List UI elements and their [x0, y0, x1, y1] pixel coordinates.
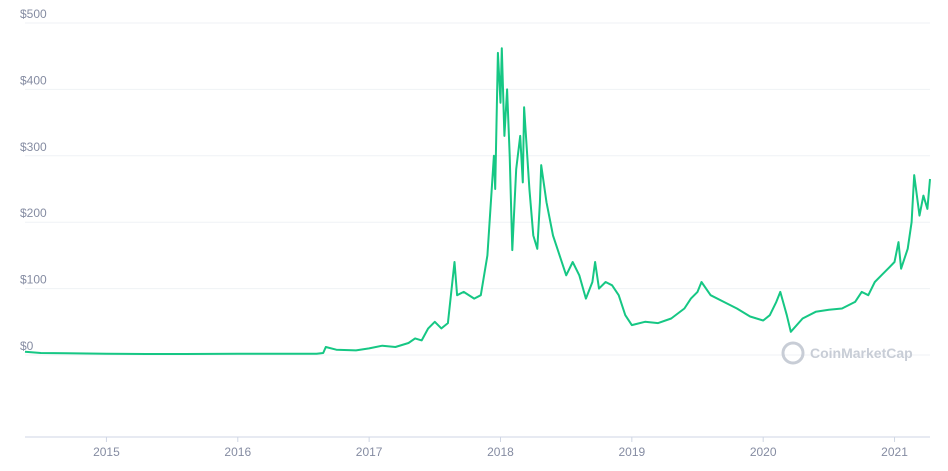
- x-tick-label: 2018: [487, 445, 514, 459]
- price-line: [24, 47, 931, 355]
- y-tick-label: $400: [20, 73, 47, 87]
- y-tick-label: $100: [20, 273, 47, 287]
- x-tick-label: 2019: [618, 445, 645, 459]
- y-tick-label: $200: [20, 206, 47, 220]
- x-tick-label: 2015: [93, 445, 120, 459]
- x-tick-label: 2021: [881, 445, 908, 459]
- x-tick-label: 2017: [356, 445, 383, 459]
- watermark: CoinMarketCap: [781, 341, 913, 365]
- x-tick-label: 2020: [750, 445, 777, 459]
- x-tick-label: 2016: [224, 445, 251, 459]
- y-tick-label: $500: [20, 7, 47, 21]
- watermark-text: CoinMarketCap: [810, 345, 913, 361]
- y-tick-label: $0: [20, 339, 34, 353]
- y-tick-label: $300: [20, 140, 47, 154]
- watermark-logo: [781, 341, 805, 365]
